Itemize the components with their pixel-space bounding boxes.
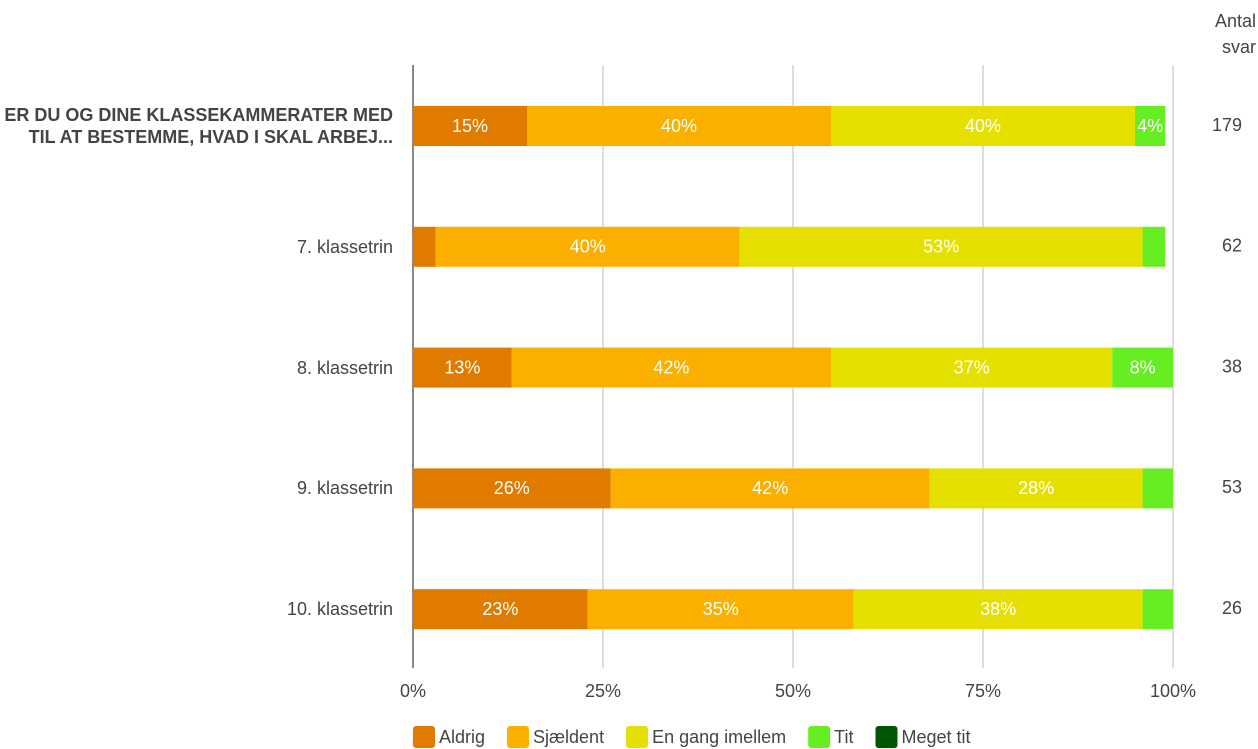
- data-label: 15%: [452, 116, 488, 136]
- category-label: 7. klassetrin: [296, 236, 393, 257]
- bar-segment: [739, 226, 1143, 267]
- bar-segment: [587, 589, 854, 630]
- data-label: 53%: [923, 237, 959, 257]
- legend-swatch: [413, 726, 435, 748]
- bar-segment: [527, 106, 831, 146]
- count-label: 62: [1222, 236, 1242, 256]
- count-label: 179: [1212, 115, 1242, 135]
- data-label: 38%: [980, 599, 1016, 619]
- data-label: 8%: [1130, 357, 1156, 377]
- bar-segment: [853, 589, 1143, 630]
- data-label: 40%: [661, 116, 697, 136]
- data-label: 42%: [752, 478, 788, 498]
- bar-segment: [1142, 226, 1166, 267]
- legend-swatch: [626, 726, 649, 748]
- x-tick-label: 0%: [400, 681, 426, 701]
- category-label: ER DU OG DINE KLASSEKAMMERATER MED TIL A…: [4, 105, 393, 147]
- x-tick-label: 75%: [965, 681, 1001, 701]
- bar-segment: [610, 468, 930, 509]
- bar-segment: [413, 468, 611, 509]
- data-label: 35%: [703, 599, 739, 619]
- bar-segment: [511, 347, 831, 388]
- bar-segment: [1142, 468, 1173, 509]
- legend-swatch: [808, 726, 831, 748]
- data-label: 28%: [1018, 478, 1054, 498]
- data-label: 40%: [570, 237, 606, 257]
- legend-swatch: [875, 726, 898, 748]
- data-label: 42%: [653, 357, 689, 377]
- bar-segment: [413, 589, 588, 630]
- data-label: 37%: [954, 357, 990, 377]
- category-label: 8. klassetrin: [296, 357, 393, 378]
- bar-segment: [831, 106, 1135, 146]
- bar-segment: [831, 347, 1113, 388]
- legend-label: Tit: [834, 727, 853, 747]
- legend-label: Aldrig: [439, 727, 485, 747]
- legend-label: Sjældent: [533, 727, 604, 747]
- count-label: 26: [1222, 598, 1242, 618]
- legend-swatch: [507, 726, 530, 748]
- data-label: 40%: [965, 116, 1001, 136]
- x-tick-label: 25%: [585, 681, 621, 701]
- bar-segment: [1135, 106, 1166, 146]
- count-label: 53: [1222, 477, 1242, 497]
- bar-segment: [413, 106, 527, 146]
- bar-segment: [1112, 347, 1173, 388]
- bar-segment: [413, 226, 436, 267]
- data-label: 13%: [444, 357, 480, 377]
- legend-label: Meget tit: [901, 727, 970, 747]
- bar-segment: [1142, 589, 1173, 630]
- category-label: 10. klassetrin: [286, 599, 393, 620]
- legend-label: En gang imellem: [652, 727, 786, 747]
- data-label: 26%: [494, 478, 530, 498]
- data-label: 23%: [482, 599, 518, 619]
- bar-segment: [413, 347, 512, 388]
- data-label: 4%: [1137, 116, 1163, 136]
- x-tick-label: 100%: [1150, 681, 1196, 701]
- x-tick-label: 50%: [775, 681, 811, 701]
- bar-segment: [435, 226, 740, 267]
- category-label: 9. klassetrin: [296, 478, 393, 499]
- count-header: Antal svar: [1214, 11, 1256, 57]
- bar-segment: [929, 468, 1143, 509]
- count-label: 38: [1222, 356, 1242, 376]
